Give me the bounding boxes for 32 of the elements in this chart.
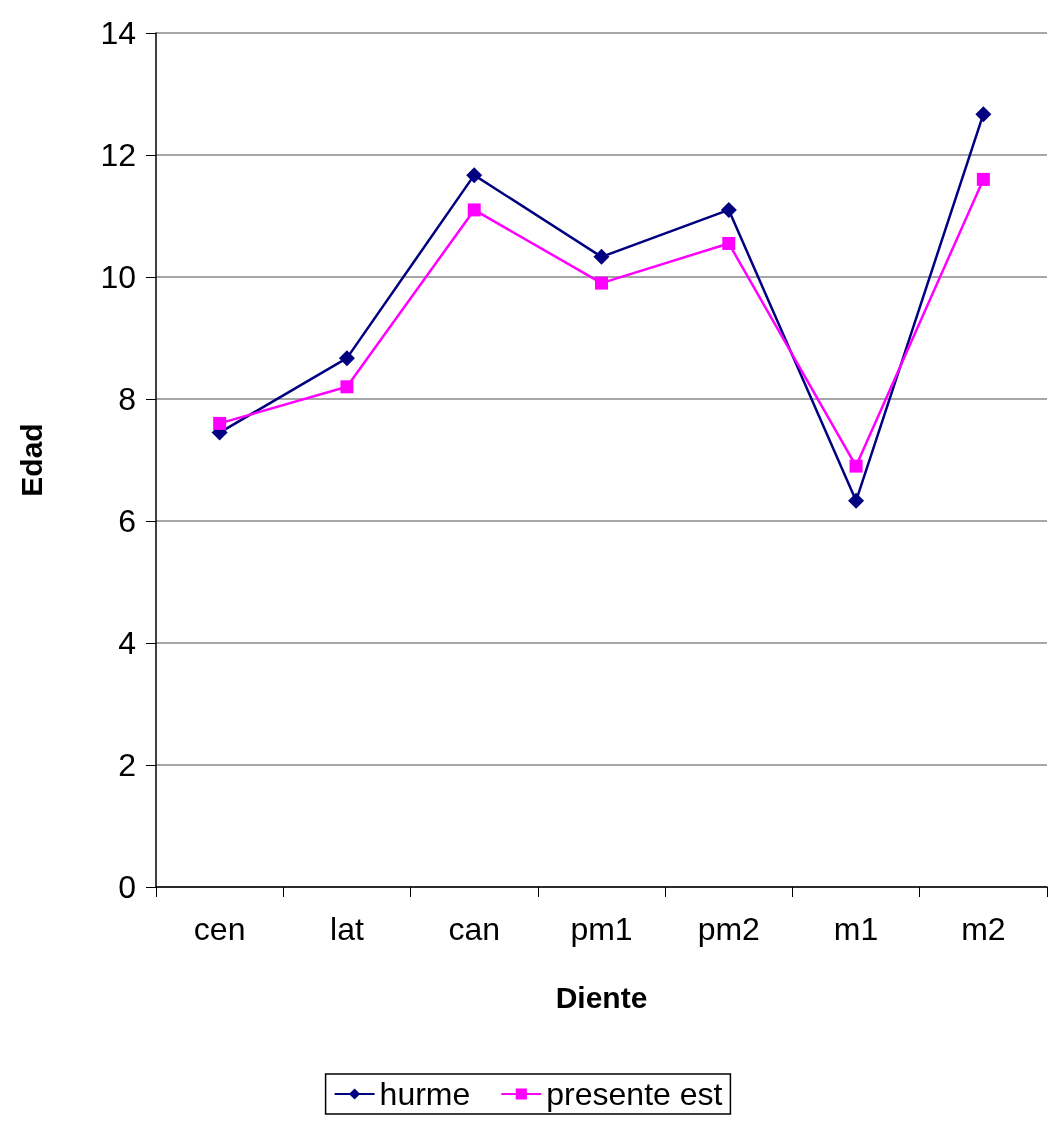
point bbox=[466, 167, 483, 184]
x-tick-label: pm1 bbox=[570, 911, 633, 947]
legend-label: presente est bbox=[546, 1076, 723, 1112]
point bbox=[213, 416, 227, 430]
point bbox=[595, 276, 608, 290]
legend-label: hurme bbox=[379, 1076, 471, 1112]
y-tick-label: 8 bbox=[118, 381, 136, 417]
y-tick-label: 10 bbox=[100, 259, 136, 295]
point bbox=[849, 459, 863, 473]
y-tick-label: 0 bbox=[118, 869, 136, 905]
x-tick-label: can bbox=[448, 911, 501, 947]
point bbox=[338, 350, 355, 367]
y-axis-title: Edad bbox=[14, 423, 48, 497]
point bbox=[593, 248, 610, 265]
x-tick-label: cen bbox=[193, 911, 246, 947]
x-tick-label: lat bbox=[330, 911, 364, 947]
x-tick-label: m2 bbox=[961, 911, 1006, 947]
point bbox=[975, 106, 992, 123]
y-tick-label: 14 bbox=[100, 15, 136, 51]
point bbox=[720, 201, 737, 218]
y-tick-label: 12 bbox=[100, 137, 136, 173]
x-tick-label: m1 bbox=[833, 911, 879, 947]
y-tick-label: 4 bbox=[118, 625, 136, 661]
x-axis-title: Diente bbox=[555, 980, 648, 1014]
point bbox=[722, 236, 736, 250]
point bbox=[340, 380, 354, 394]
point bbox=[976, 172, 990, 186]
point bbox=[467, 203, 481, 217]
y-tick-label: 6 bbox=[118, 503, 136, 539]
x-tick-label: pm2 bbox=[697, 911, 760, 947]
y-tick-label: 2 bbox=[118, 747, 136, 783]
point bbox=[848, 492, 865, 509]
